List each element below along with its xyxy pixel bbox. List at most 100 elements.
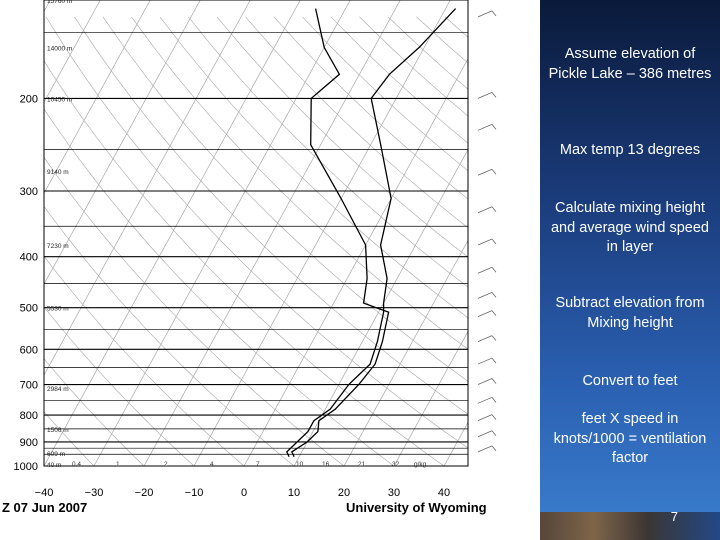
wind-barb-flag: [491, 238, 497, 245]
height-label: 15760 m: [47, 0, 72, 5]
wind-barb-flag: [491, 92, 497, 98]
wind-barb-flag: [491, 397, 497, 403]
height-label: 40 m: [47, 462, 61, 469]
wind-barb: [477, 357, 493, 365]
x-tick-label: −40: [35, 487, 54, 499]
dry-adiabat-line: [131, 16, 468, 350]
isotherm-line: [44, 0, 101, 103]
wind-barb: [477, 266, 493, 274]
y-tick-label: 600: [20, 344, 38, 356]
isotherm-line: [44, 0, 151, 194]
y-tick-label: 200: [20, 93, 38, 105]
chart-source: University of Wyoming: [346, 500, 487, 515]
wind-barb-flag: [491, 378, 497, 384]
height-label: 14000 m: [47, 45, 72, 52]
dry-adiabat-line: [44, 358, 145, 466]
x-tick-label: 40: [438, 487, 450, 499]
side-panel: Assume elevation of Pickle Lake – 386 me…: [540, 0, 720, 540]
y-tick-label: 900: [20, 437, 38, 449]
height-label: 7230 m: [47, 243, 69, 250]
wind-barb-flag: [491, 335, 497, 341]
dry-adiabat-line: [216, 16, 468, 258]
wind-barb-flag: [491, 266, 497, 273]
y-tick-label: 400: [20, 252, 38, 264]
dry-adiabat-line: [44, 108, 395, 466]
isotherm-line: [443, 421, 468, 466]
y-tick-label: 1000: [14, 461, 38, 473]
isotherm-line: [393, 330, 468, 466]
wind-barb-flag: [491, 168, 497, 175]
bullet-mixing-height: Calculate mixing height and average wind…: [550, 200, 709, 255]
dry-adiabat-line: [273, 16, 468, 200]
dry-adiabat-line: [44, 255, 245, 466]
wind-barb-flag: [491, 414, 497, 420]
mixing-ratio-label: 16: [322, 461, 330, 468]
slide-number: 7: [670, 509, 678, 524]
isotherm-line: [293, 149, 468, 466]
dry-adiabat-line: [330, 16, 468, 144]
decorative-strip: [540, 512, 720, 540]
wind-barb: [477, 396, 493, 404]
wind-barb: [477, 206, 493, 214]
wind-barb: [477, 168, 493, 176]
wind-barb-flag: [491, 430, 497, 437]
height-label: 2984 m: [47, 386, 69, 393]
wind-barb: [477, 291, 493, 299]
isotherm-line: [243, 58, 468, 466]
wind-barb-flag: [491, 206, 497, 213]
bullet-subtract: Subtract elevation from Mixing height: [555, 295, 705, 331]
isotherm-line: [494, 0, 540, 466]
wind-barb: [477, 430, 493, 438]
dry-adiabat-line: [102, 16, 468, 382]
mixing-ratio-label: 10: [296, 461, 304, 468]
height-label: 1506 m: [47, 427, 69, 434]
dry-adiabat-line: [44, 206, 295, 466]
chart-title: Z 07 Jun 2007: [2, 500, 87, 515]
mixing-ratio-label: 0.4: [72, 461, 81, 468]
dry-adiabat-line: [44, 156, 345, 466]
x-tick-label: 10: [288, 487, 300, 499]
height-label: 5530 m: [47, 306, 69, 313]
y-tick-label: 500: [20, 303, 38, 315]
x-tick-label: −20: [135, 487, 154, 499]
mixing-ratio-label: 2: [164, 461, 168, 468]
wind-barb: [477, 445, 493, 453]
dewpoint-trace: [286, 8, 457, 457]
x-tick-label: 20: [338, 487, 350, 499]
wind-barb: [477, 310, 493, 318]
wind-barb: [477, 92, 493, 99]
x-tick-label: −30: [85, 487, 104, 499]
wind-barb-flag: [491, 310, 497, 316]
height-label: 609 m: [47, 451, 65, 458]
plot-frame: [43, 0, 469, 467]
isotherm-line: [44, 0, 51, 13]
wind-barb: [477, 378, 493, 385]
isotherm-line: [44, 0, 251, 376]
skewt-chart: 200 300 400 500 600 700 800 900 1000 −40 −30 −20 −10…: [2, 0, 541, 515]
isotherm-line: [44, 0, 201, 285]
wind-barb: [477, 414, 493, 422]
dry-adiabat-line: [159, 16, 468, 319]
dry-adiabat-line: [359, 16, 468, 117]
bullet-max-temp: Max temp 13 degrees: [559, 142, 701, 158]
dry-adiabat-line: [188, 16, 468, 288]
wind-barb-flag: [491, 357, 497, 364]
dry-adiabat-line: [474, 17, 541, 466]
wind-barb: [477, 10, 493, 18]
bullet-convert: Convert to feet: [582, 373, 678, 389]
wind-barb-flag: [491, 124, 497, 130]
wind-barb-flag: [491, 292, 497, 298]
isotherm-line: [143, 0, 401, 466]
temperature-trace: [290, 8, 390, 457]
mixing-ratio-label: g/kg: [414, 461, 427, 468]
y-tick-label: 800: [20, 410, 38, 422]
dry-adiabat-line: [44, 465, 45, 466]
dry-adiabat-line: [44, 60, 445, 466]
isotherm-line: [343, 239, 468, 466]
x-tick-label: 30: [388, 487, 400, 499]
y-tick-label: 700: [20, 380, 38, 392]
dry-adiabat-line: [444, 16, 468, 38]
isotherm-line: [93, 0, 351, 466]
mixing-ratio-label: 1: [116, 461, 120, 468]
bullet-elevation: Assume elevation of Pickle Lake – 386 me…: [548, 46, 712, 82]
